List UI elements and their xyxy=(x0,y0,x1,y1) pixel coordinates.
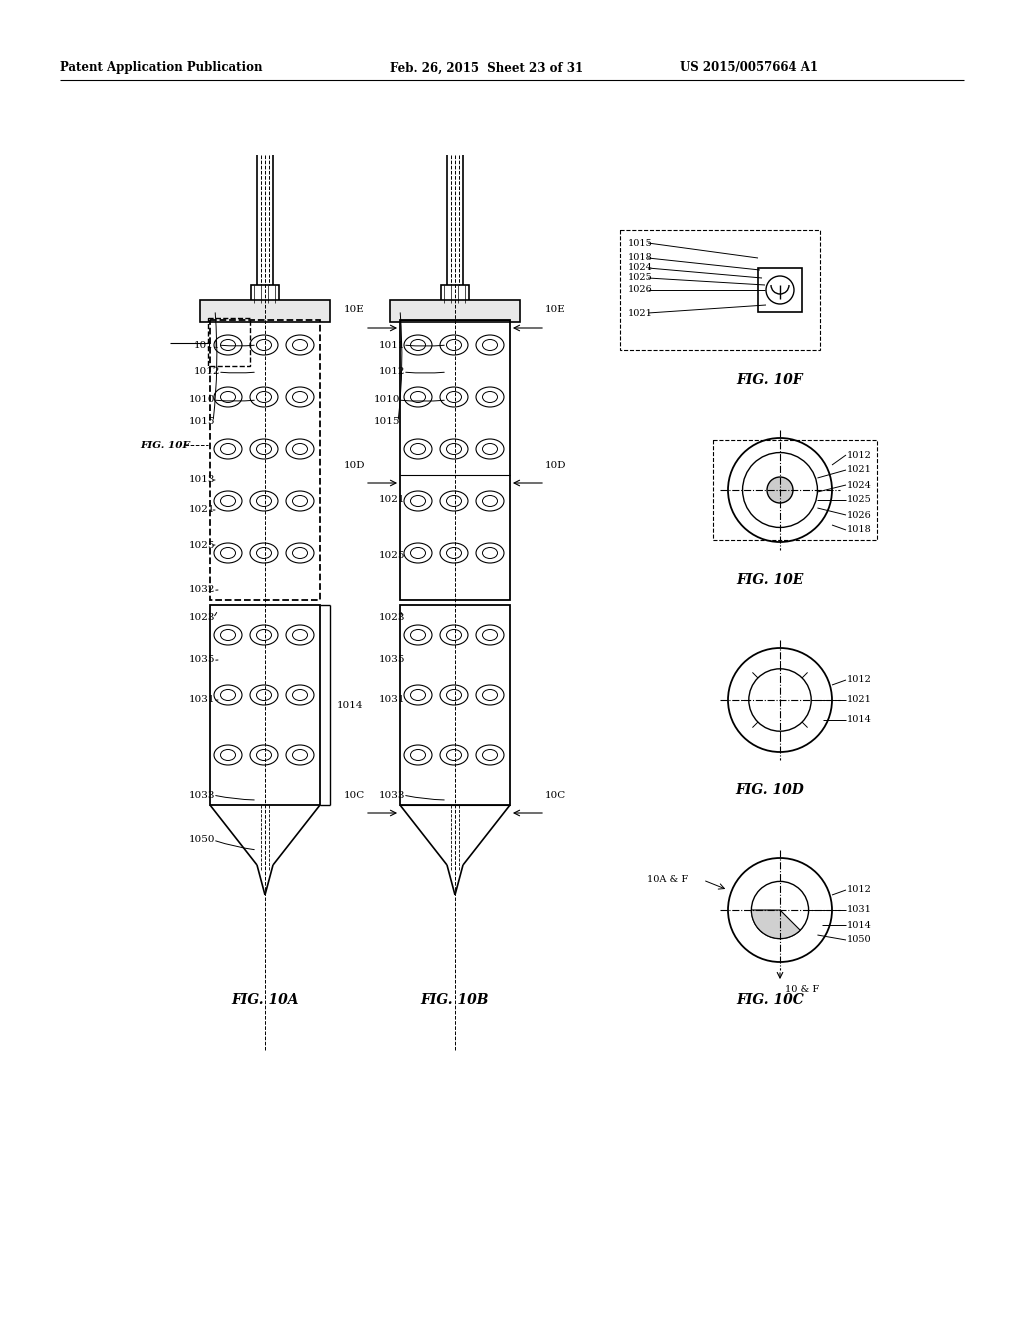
Text: 1025: 1025 xyxy=(847,495,871,504)
Text: 1033: 1033 xyxy=(188,791,215,800)
Text: 1024: 1024 xyxy=(847,480,871,490)
Text: 1021: 1021 xyxy=(188,506,215,515)
Text: 1015: 1015 xyxy=(188,417,215,426)
Bar xyxy=(251,285,279,304)
Text: FIG. 10E: FIG. 10E xyxy=(736,573,804,587)
Text: 10E: 10E xyxy=(545,305,565,314)
Text: 1021: 1021 xyxy=(379,495,406,504)
Text: 1025: 1025 xyxy=(379,550,406,560)
Bar xyxy=(210,605,319,805)
Bar xyxy=(390,300,520,322)
Text: 1011: 1011 xyxy=(379,341,406,350)
Text: 1023: 1023 xyxy=(188,614,215,623)
Bar xyxy=(200,300,330,322)
Text: FIG. 10B: FIG. 10B xyxy=(421,993,489,1007)
Circle shape xyxy=(767,477,793,503)
Bar xyxy=(400,319,510,601)
Text: FIG. 10F: FIG. 10F xyxy=(140,441,189,450)
Text: 1033: 1033 xyxy=(379,791,406,800)
Text: 1018: 1018 xyxy=(628,253,652,263)
Text: Patent Application Publication: Patent Application Publication xyxy=(60,62,262,74)
Text: FIG. 10A: FIG. 10A xyxy=(231,993,299,1007)
Text: 1026: 1026 xyxy=(628,285,652,294)
Text: 1012: 1012 xyxy=(379,367,406,376)
Text: 1031: 1031 xyxy=(188,696,215,705)
Text: FIG. 10F: FIG. 10F xyxy=(736,374,803,387)
Text: FIG. 10D: FIG. 10D xyxy=(735,783,805,797)
Text: US 2015/0057664 A1: US 2015/0057664 A1 xyxy=(680,62,818,74)
Text: 1024: 1024 xyxy=(628,264,653,272)
Text: 1013: 1013 xyxy=(188,475,215,484)
Text: 1025: 1025 xyxy=(188,540,215,549)
Text: 1021: 1021 xyxy=(847,696,871,705)
Bar xyxy=(713,440,877,540)
Text: 1010: 1010 xyxy=(188,396,215,404)
Text: 1050: 1050 xyxy=(188,836,215,845)
Bar xyxy=(400,605,510,805)
Text: 1012: 1012 xyxy=(194,367,220,376)
Wedge shape xyxy=(752,909,800,939)
Text: 10E: 10E xyxy=(344,305,365,314)
Text: 1015: 1015 xyxy=(374,417,400,426)
Text: Feb. 26, 2015  Sheet 23 of 31: Feb. 26, 2015 Sheet 23 of 31 xyxy=(390,62,583,74)
Text: 1011: 1011 xyxy=(194,341,220,350)
Text: 1025: 1025 xyxy=(628,273,652,282)
Bar xyxy=(441,285,469,304)
Text: 1015: 1015 xyxy=(628,239,652,248)
Text: 1035: 1035 xyxy=(379,656,406,664)
Text: 10D: 10D xyxy=(343,461,365,470)
Text: 1026: 1026 xyxy=(847,511,871,520)
Text: 1012: 1012 xyxy=(847,886,871,895)
Text: 1021: 1021 xyxy=(628,309,653,318)
Text: 1035: 1035 xyxy=(188,656,215,664)
Bar xyxy=(758,268,802,312)
Bar xyxy=(208,318,250,366)
Text: 10C: 10C xyxy=(344,791,365,800)
Bar xyxy=(210,319,319,601)
Text: 10C: 10C xyxy=(545,791,566,800)
Bar xyxy=(620,230,820,350)
Text: 10A & F: 10A & F xyxy=(647,875,688,884)
Text: 1012: 1012 xyxy=(847,676,871,685)
Text: 10 & F: 10 & F xyxy=(785,986,819,994)
Text: 1032: 1032 xyxy=(188,586,215,594)
Text: 1050: 1050 xyxy=(847,936,871,945)
Text: 1014: 1014 xyxy=(337,701,364,710)
Text: 1023: 1023 xyxy=(379,614,406,623)
Text: 1031: 1031 xyxy=(379,696,406,705)
Text: 1014: 1014 xyxy=(847,715,871,725)
Text: FIG. 10C: FIG. 10C xyxy=(736,993,804,1007)
Text: 1010: 1010 xyxy=(374,396,400,404)
Text: 1018: 1018 xyxy=(847,525,871,535)
Text: 10D: 10D xyxy=(545,461,566,470)
Text: 1014: 1014 xyxy=(847,920,871,929)
Text: 1012: 1012 xyxy=(847,450,871,459)
Text: 1031: 1031 xyxy=(847,906,871,915)
Text: 1021: 1021 xyxy=(847,466,871,474)
